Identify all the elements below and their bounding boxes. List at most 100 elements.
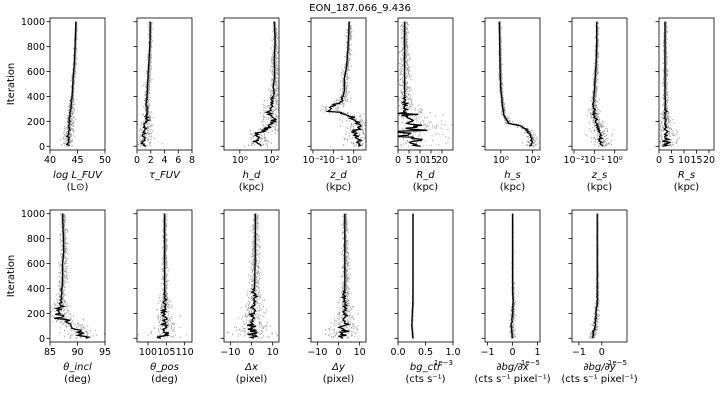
walker-sample xyxy=(402,64,404,66)
walker-sample xyxy=(273,29,275,32)
walker-sample xyxy=(347,38,349,40)
walker-sample xyxy=(71,86,73,88)
walker-sample xyxy=(148,126,150,128)
walker-sample xyxy=(342,79,344,81)
walker-sample xyxy=(348,47,350,49)
walker-sample xyxy=(406,45,408,47)
walker-sample xyxy=(672,141,674,144)
walker-sample xyxy=(400,60,402,62)
walker-sample xyxy=(262,119,264,121)
walker-sample xyxy=(143,145,145,147)
walker-sample xyxy=(144,94,146,96)
walker-sample xyxy=(73,75,75,77)
walker-sample xyxy=(376,126,377,127)
walker-sample xyxy=(593,102,595,104)
walker-sample xyxy=(270,84,272,86)
walker-sample xyxy=(274,89,275,91)
walker-sample xyxy=(533,133,535,135)
walker-sample xyxy=(364,134,365,136)
walker-sample xyxy=(407,24,409,26)
walker-sample xyxy=(499,21,501,23)
walker-sample xyxy=(399,104,400,107)
walker-sample xyxy=(402,133,404,135)
walker-sample xyxy=(396,117,397,118)
walker-sample xyxy=(535,138,537,140)
walker-sample xyxy=(271,97,273,100)
walker-sample xyxy=(66,128,68,130)
walker-sample xyxy=(405,33,407,36)
walker-sample xyxy=(68,112,70,114)
walker-sample xyxy=(589,122,591,124)
walker-sample xyxy=(342,85,344,87)
walker-sample xyxy=(594,94,596,96)
walker-sample xyxy=(75,26,77,29)
walker-sample xyxy=(70,141,72,144)
walker-sample xyxy=(276,81,277,83)
walker-sample xyxy=(146,70,148,73)
walker-sample xyxy=(348,51,350,54)
walker-sample xyxy=(75,37,77,39)
walker-sample xyxy=(346,138,348,140)
walker-sample xyxy=(598,136,600,138)
walker-sample xyxy=(143,129,145,132)
walker-sample xyxy=(73,110,75,112)
walker-sample xyxy=(349,114,351,116)
walker-sample xyxy=(72,74,74,76)
walker-sample xyxy=(403,85,404,87)
walker-sample xyxy=(271,82,273,84)
walker-sample xyxy=(277,68,279,70)
walker-sample xyxy=(349,132,351,134)
walker-sample xyxy=(64,135,66,137)
walker-sample xyxy=(351,35,353,37)
walker-sample xyxy=(70,145,72,147)
walker-sample xyxy=(595,85,597,88)
walker-sample xyxy=(67,141,69,144)
walker-sample xyxy=(592,91,593,93)
walker-sample xyxy=(151,31,153,33)
walker-sample xyxy=(361,144,363,146)
walker-sample xyxy=(348,59,350,61)
walker-sample xyxy=(597,112,599,114)
walker-sample xyxy=(271,44,273,46)
walker-sample xyxy=(150,128,152,131)
walker-sample xyxy=(271,118,273,120)
walker-sample xyxy=(264,125,266,128)
walker-sample xyxy=(400,67,402,69)
walker-sample xyxy=(74,72,76,75)
walker-sample xyxy=(422,119,424,122)
walker-sample xyxy=(401,107,403,109)
walker-sample xyxy=(398,122,400,124)
walker-sample xyxy=(342,70,344,72)
walker-sample xyxy=(508,122,510,124)
walker-sample xyxy=(596,43,598,45)
walker-sample xyxy=(594,94,596,96)
walker-sample xyxy=(70,134,72,136)
walker-sample xyxy=(328,109,330,111)
walker-sample xyxy=(593,118,595,120)
walker-sample xyxy=(407,86,409,88)
walker-sample xyxy=(272,70,274,72)
walker-sample xyxy=(345,92,347,94)
walker-sample xyxy=(406,26,408,28)
walker-sample xyxy=(274,100,276,102)
walker-sample xyxy=(148,107,150,109)
walker-sample xyxy=(258,134,260,136)
walker-sample xyxy=(590,141,592,143)
walker-sample xyxy=(350,39,352,41)
x-axis-label: log L_FUV xyxy=(53,170,103,181)
walker-sample xyxy=(70,133,72,135)
walker-sample xyxy=(594,103,596,105)
walker-sample xyxy=(432,125,434,127)
walker-sample xyxy=(345,131,347,133)
walker-sample xyxy=(148,79,150,81)
walker-sample xyxy=(151,45,152,47)
walker-sample xyxy=(276,50,277,52)
walker-sample xyxy=(418,104,420,106)
walker-sample xyxy=(406,34,408,36)
walker-sample xyxy=(665,123,667,125)
walker-sample xyxy=(148,91,150,93)
walker-sample xyxy=(602,142,604,144)
walker-sample xyxy=(402,137,404,139)
median-trace xyxy=(325,21,364,147)
walker-sample xyxy=(603,138,605,141)
